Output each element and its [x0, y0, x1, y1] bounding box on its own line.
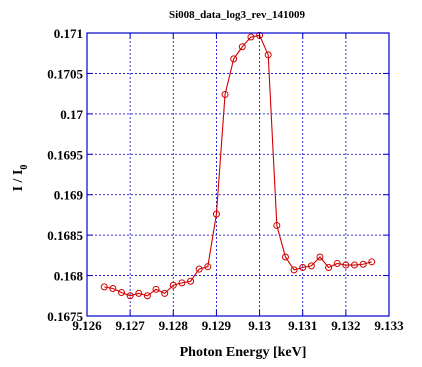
data-point-marker — [299, 263, 307, 271]
data-point-marker — [238, 43, 246, 51]
data-point-marker — [281, 253, 289, 261]
plot-frame — [86, 32, 390, 317]
y-ticks: 0.1675 0.168 0.1685 0.169 0.1695 0.17 0.1705 0.… — [47, 26, 389, 324]
x-tick-label: 9.128 — [159, 318, 189, 333]
data-point-marker — [307, 262, 315, 270]
data-point-marker — [195, 265, 203, 273]
x-tick-label: 9.131 — [288, 318, 317, 333]
x-tick-label: 9.133 — [374, 318, 404, 333]
data-point-marker — [169, 281, 177, 289]
y-axis-label-subscript: 0 — [19, 165, 30, 170]
x-tick-label: 9.13 — [248, 318, 271, 333]
y-tick-label: 0.1705 — [47, 66, 83, 81]
data-point-marker — [316, 253, 324, 261]
data-point-marker — [187, 277, 195, 285]
data-point-marker — [350, 261, 358, 269]
data-point-marker — [135, 289, 143, 297]
y-axis-label: I / I0 — [11, 165, 30, 192]
x-tick-label: 9.126 — [72, 318, 102, 333]
chart-title: Si008_data_log3_rev_141009 — [169, 9, 306, 21]
y-tick-label: 0.1695 — [47, 147, 83, 162]
data-point-marker — [161, 289, 169, 297]
data-point-marker — [230, 55, 238, 63]
data-point-marker — [100, 283, 108, 291]
y-tick-label: 0.169 — [54, 188, 84, 203]
series-layer — [100, 31, 376, 300]
data-point-marker — [118, 289, 126, 297]
data-point-marker — [290, 266, 298, 274]
data-point-marker — [342, 261, 350, 269]
data-point-marker — [333, 259, 341, 267]
data-point-marker — [178, 279, 186, 287]
data-point-marker — [109, 285, 117, 293]
x-tick-label: 9.127 — [116, 318, 146, 333]
series-line — [104, 34, 372, 297]
y-tick-label: 0.1675 — [47, 309, 83, 324]
y-axis-label-group: I / I0 — [11, 165, 30, 192]
y-tick-label: 0.168 — [54, 269, 84, 284]
x-ticks: 9.126 9.127 9.128 9.129 9.13 9.131 9.132 9.133 — [72, 33, 404, 333]
y-tick-label: 0.1685 — [47, 228, 83, 243]
x-axis-label: Photon Energy [keV] — [180, 345, 307, 360]
data-point-marker — [325, 263, 333, 271]
data-point-marker — [152, 285, 160, 293]
data-point-marker — [204, 263, 212, 271]
y-axis-label-main: I / I — [11, 170, 26, 192]
x-tick-label: 9.132 — [331, 318, 360, 333]
y-tick-label: 0.17 — [60, 107, 83, 122]
grid-lines — [87, 33, 389, 316]
data-point-marker — [143, 292, 151, 300]
data-point-marker — [212, 210, 220, 218]
x-tick-label: 9.129 — [202, 318, 232, 333]
data-point-marker — [359, 260, 367, 268]
data-point-marker — [221, 90, 229, 98]
data-point-marker — [126, 292, 134, 300]
data-point-marker — [247, 33, 255, 41]
data-point-marker — [264, 51, 272, 59]
data-point-marker — [273, 221, 281, 229]
y-tick-label: 0.171 — [54, 26, 83, 41]
data-point-marker — [368, 258, 376, 266]
